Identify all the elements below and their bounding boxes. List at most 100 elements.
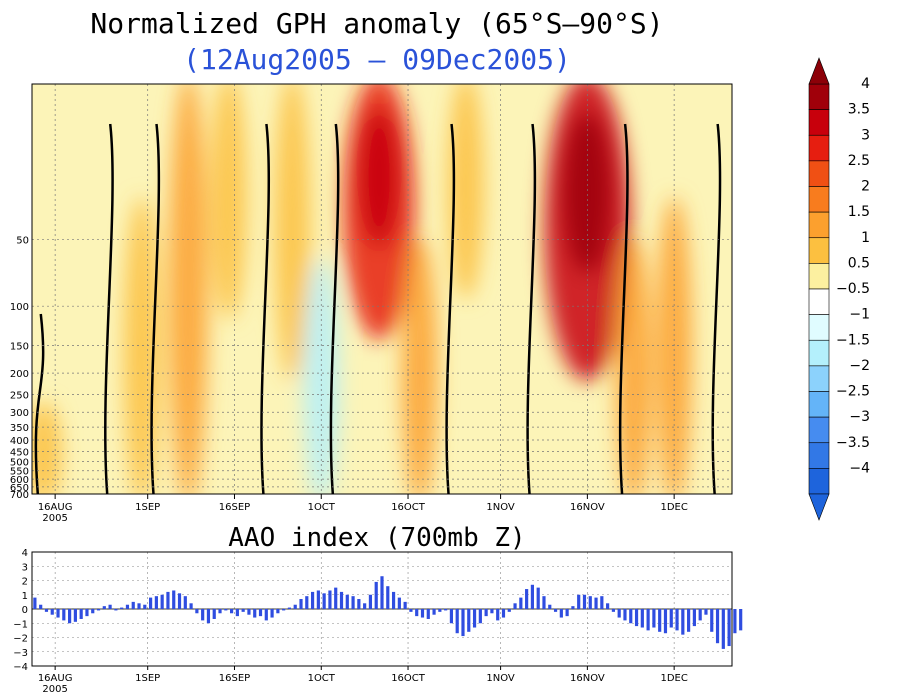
zero-contour-line [260, 123, 271, 494]
heatmap-y-tick-label: 50 [16, 235, 29, 246]
aao-bar [339, 591, 344, 609]
aao-bar [166, 591, 170, 609]
aao-bar [79, 609, 83, 619]
aao-bar [681, 609, 685, 635]
aao-bar [606, 603, 610, 609]
bar-y-tick-label: −1 [13, 619, 28, 630]
aao-bar [397, 597, 401, 609]
aao-bar [663, 609, 668, 634]
aao-bar [577, 594, 581, 609]
aao-bar [733, 609, 737, 634]
aao-bar [391, 591, 396, 609]
aao-bar [212, 609, 216, 619]
colorbar-swatch [808, 186, 830, 213]
heatmap-y-tick-label: 600 [10, 475, 29, 486]
bar-x-tick-label: 1NOV [486, 673, 515, 684]
colorbar-level-label: 3.5 [848, 102, 870, 118]
bar-x-tick-label: 16AUG [38, 673, 73, 684]
anomaly-region [401, 238, 438, 494]
aao-bar [264, 609, 268, 621]
colorbar-swatch [808, 416, 830, 444]
heatmap-y-tick-label: 200 [10, 369, 29, 380]
aao-bar [727, 609, 731, 647]
heatmap-x-tick-label: 16AUG [38, 502, 73, 513]
aao-bar [501, 609, 506, 618]
colorbar-level-label: −2.5 [836, 384, 870, 400]
colorbar-level-label: −3.5 [836, 435, 870, 451]
aao-bar [536, 587, 540, 609]
aao-bar [588, 596, 592, 609]
aao-bar [276, 609, 280, 614]
bar-x-tick-label: 16OCT [391, 673, 426, 684]
aao-bar [374, 581, 378, 609]
aao-bar [449, 609, 454, 624]
heatmap-y-tick-label: 350 [10, 423, 29, 434]
colorbar-swatch [808, 134, 830, 162]
colorbar-level-label: −3 [849, 409, 870, 425]
aao-bar [646, 609, 650, 631]
aao-bar [687, 609, 691, 632]
aao-bar [386, 586, 390, 609]
aao-bar [420, 609, 425, 618]
aao-bar [721, 609, 725, 649]
aao-bar [177, 593, 182, 609]
anomaly-core [359, 108, 400, 247]
aao-bar [91, 609, 95, 614]
aao-bar [102, 606, 106, 609]
aao-bar [368, 594, 373, 609]
colorbar-level-label: −2 [849, 358, 870, 374]
heatmap-x-tick-label: 1DEC [660, 502, 687, 513]
aao-bar [351, 596, 355, 609]
aao-bar [675, 609, 679, 631]
heatmap-y-tick-label: 550 [10, 467, 29, 478]
anomaly-region [447, 84, 484, 299]
aao-bar [235, 609, 239, 617]
heatmap-x-year-label: 2005 [42, 513, 67, 524]
aao-bar [108, 604, 112, 609]
colorbar-swatch [808, 288, 830, 315]
aao-bar [195, 609, 199, 614]
aao-bar [328, 590, 332, 609]
colorbar-swatch [808, 160, 830, 187]
colorbar-level-label: 3 [861, 127, 870, 143]
aao-bar [565, 609, 569, 617]
aao-bar [85, 609, 89, 617]
aao-bar [114, 609, 118, 611]
aao-bar [73, 609, 77, 622]
aao-bar [253, 609, 257, 618]
anomaly-region [210, 84, 247, 320]
bar-y-tick-label: 1 [22, 591, 28, 602]
aao-bar [33, 597, 37, 609]
aao-bar [542, 596, 546, 609]
colorbar-level-label: −4 [849, 460, 870, 476]
aao-bar [403, 601, 407, 609]
aao-bar [634, 609, 639, 627]
aao-bar [50, 609, 54, 615]
aao-bar [629, 609, 633, 624]
aao-bar [160, 594, 164, 609]
colorbar-level-label: 1.5 [848, 204, 870, 220]
bar-x-tick-label: 16NOV [570, 673, 605, 684]
aao-bar [345, 594, 349, 609]
colorbar-swatch [808, 365, 830, 392]
aao-bar [698, 609, 702, 621]
aao-bar [432, 609, 436, 615]
bar-x-tick-label: 1OCT [308, 673, 336, 684]
aao-bar [258, 609, 263, 617]
colorbar-top-arrow [808, 57, 830, 85]
aao-bar [218, 609, 222, 614]
aao-bar [692, 609, 696, 627]
aao-bar [224, 609, 228, 611]
aao-bar [507, 609, 511, 612]
bar-y-tick-label: −2 [13, 634, 28, 645]
heatmap-x-tick-label: 1NOV [486, 502, 515, 513]
aao-bar [525, 589, 529, 609]
aao-bar [496, 609, 500, 621]
bar-y-tick-label: 3 [22, 562, 28, 573]
heatmap-y-tick-label: 650 [10, 483, 29, 494]
aao-bar [293, 604, 297, 609]
aao-bar [438, 609, 442, 612]
zero-contour-line [711, 123, 722, 494]
aao-bar [247, 609, 251, 615]
